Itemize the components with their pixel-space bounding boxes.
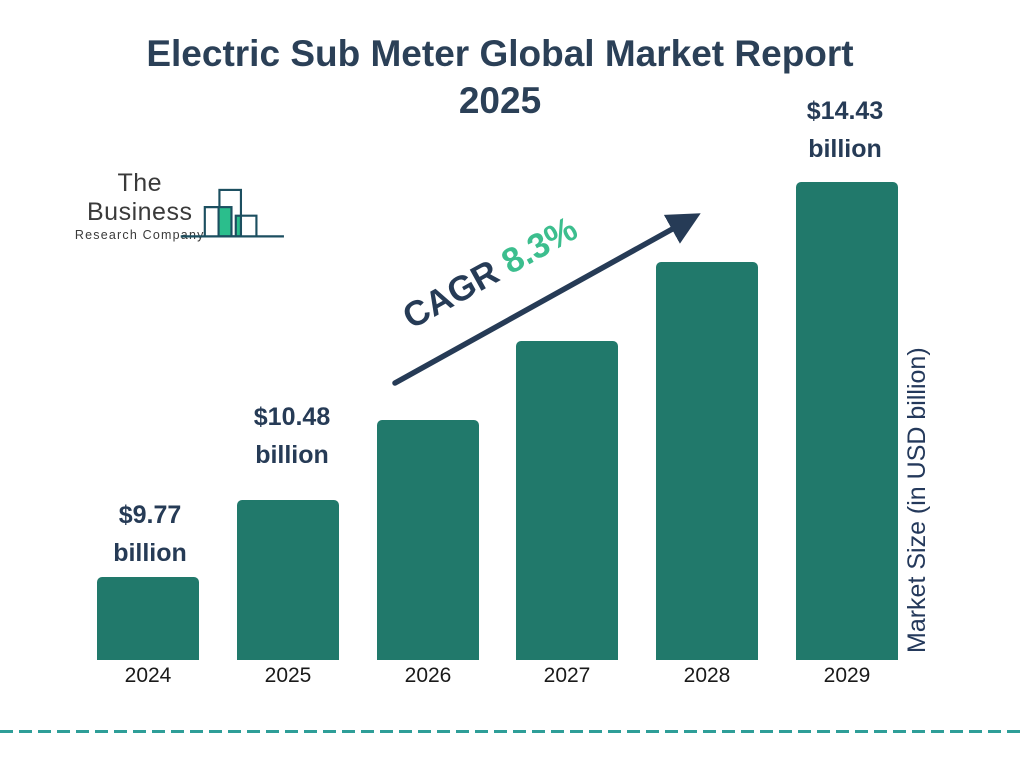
- value-label-2024-amount: $9.77: [118, 501, 182, 529]
- x-tick-2027: 2027: [543, 664, 591, 687]
- bar-2024: [97, 577, 199, 660]
- bar-2027: [516, 341, 618, 660]
- y-axis-label: Market Size (in USD billion): [903, 347, 931, 653]
- chart-title: Electric Sub Meter Global Market Report …: [146, 33, 854, 121]
- value-label-2029-amount: $14.43: [806, 97, 884, 125]
- bar-2028: [656, 262, 758, 660]
- brand-logo: The Business Research Company: [72, 169, 287, 248]
- cagr-value: 8.3%: [495, 209, 584, 282]
- brand-subtitle: Research Company: [74, 228, 205, 242]
- cagr-label: CAGR: [396, 252, 506, 337]
- x-tick-2024: 2024: [124, 664, 172, 687]
- bar-2025: [237, 500, 339, 660]
- bar-2029: [796, 182, 898, 660]
- logo-skyline-icon: [181, 188, 285, 238]
- brand-name: The Business: [87, 169, 193, 226]
- brand-logo-text: The Business Research Company: [72, 169, 207, 248]
- value-label-2025-unit: billion: [255, 441, 329, 469]
- x-tick-2026: 2026: [404, 664, 452, 687]
- cagr-annotation: CAGR8.3%: [396, 209, 584, 337]
- bottom-dashed-divider: [0, 730, 1024, 733]
- value-label-2029: $14.43 billion: [775, 92, 915, 168]
- x-tick-2025: 2025: [264, 664, 312, 687]
- value-label-2024-unit: billion: [113, 539, 187, 567]
- value-label-2025-amount: $10.48: [253, 403, 331, 431]
- value-label-2024: $9.77 billion: [80, 496, 220, 572]
- value-label-2029-unit: billion: [808, 135, 882, 163]
- x-tick-2028: 2028: [683, 664, 731, 687]
- bar-2026: [377, 420, 479, 660]
- x-tick-2029: 2029: [823, 664, 871, 687]
- value-label-2025: $10.48 billion: [222, 398, 362, 474]
